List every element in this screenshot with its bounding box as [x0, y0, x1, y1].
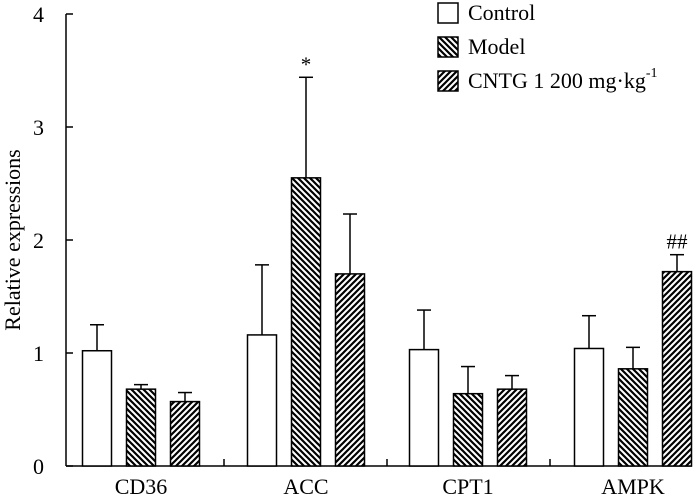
legend-label: Model — [468, 34, 525, 59]
y-tick-label: 1 — [33, 341, 44, 366]
bar — [408, 348, 440, 467]
legend-swatch — [437, 36, 459, 58]
legend-label: CNTG 1 200 mg·kg-1 — [468, 66, 658, 93]
x-tick-label: CPT1 — [442, 474, 493, 499]
bar — [246, 334, 278, 467]
bar — [617, 368, 649, 467]
bar — [125, 388, 157, 467]
legend-swatch — [437, 2, 459, 24]
bar — [661, 270, 693, 467]
legend-swatch — [437, 70, 459, 92]
bar — [290, 177, 322, 467]
y-tick-label: 2 — [33, 228, 44, 253]
legend: Control Model CNTG 1 200 mg·kg-1 — [437, 0, 658, 93]
y-tick-label: 3 — [33, 115, 44, 140]
significance-label: ## — [667, 230, 689, 254]
y-tick-label: 4 — [33, 2, 44, 27]
legend-label-superscript: -1 — [646, 66, 658, 81]
bars: * ## — [81, 52, 693, 467]
x-tick-label: AMPK — [601, 474, 665, 499]
y-axis-label: Relative expressions — [0, 149, 25, 330]
bar — [452, 392, 484, 467]
bar — [573, 347, 605, 467]
legend-label: Control — [468, 0, 535, 25]
bar — [81, 349, 113, 467]
x-tick-label: CD36 — [115, 474, 168, 499]
bar — [334, 273, 366, 467]
x-tick-label: ACC — [283, 474, 328, 499]
y-tick-label: 0 — [33, 454, 44, 479]
significance-label: * — [301, 52, 312, 76]
bar — [496, 388, 528, 467]
bar — [169, 400, 201, 467]
